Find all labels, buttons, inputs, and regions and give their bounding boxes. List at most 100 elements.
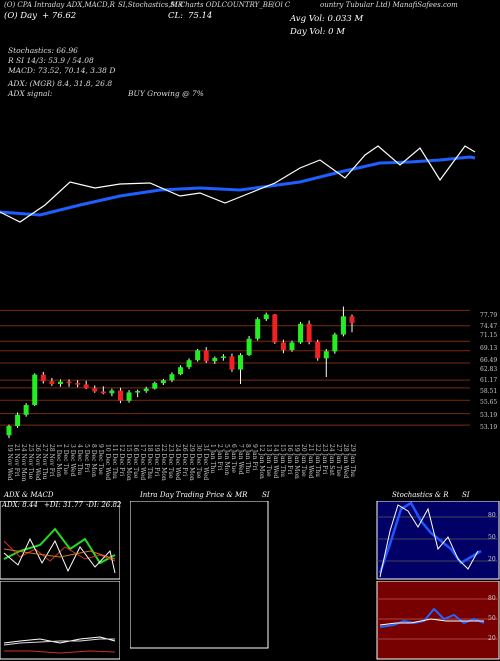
date-axis-label: 10 Dec Wed	[104, 444, 111, 481]
candle-body	[272, 314, 278, 343]
date-axis-label: 8 Dec Mon	[90, 444, 97, 477]
date-axis-label: 24 Jan Sat	[328, 444, 335, 476]
candle-body	[195, 350, 201, 361]
candle-body	[49, 381, 55, 384]
candle-body	[255, 319, 261, 339]
price-axis-label: 61.17	[480, 377, 498, 384]
date-axis-label: 7 Jan Wed	[237, 444, 244, 475]
date-axis-label: 24 Dec Wed	[174, 444, 181, 481]
candle-body	[109, 390, 115, 394]
candle-body	[15, 414, 21, 426]
candle-body	[143, 388, 149, 391]
price-gridlines	[0, 309, 470, 426]
candle-body	[6, 426, 12, 436]
macd-line	[3, 636, 116, 644]
date-axis-label: 26 Nov Wed	[34, 444, 41, 481]
candle-body	[75, 383, 81, 385]
candle-body	[229, 356, 235, 370]
candle-body	[349, 316, 355, 323]
date-axis-label: 16 Jan Fri	[286, 444, 293, 475]
header-title-3: SI Charts ODLCOUNTRY_BE	[170, 1, 274, 9]
candle-body	[152, 383, 158, 389]
date-axis-label: 21 Nov Fri	[13, 444, 20, 477]
candle-body	[40, 374, 46, 382]
date-axis-label: 19 Nov Wed	[6, 444, 13, 481]
candle-body	[117, 390, 123, 401]
candle-body	[83, 384, 89, 389]
candle-body	[289, 342, 295, 350]
candlesticks	[6, 306, 355, 439]
adx-panel-title: ADX & MACD	[4, 491, 54, 499]
candle-body	[66, 381, 72, 384]
price-axis-label: 62.83	[480, 366, 498, 373]
rsi-panel	[376, 581, 500, 660]
price-axis-label: 74.47	[480, 323, 498, 330]
candle-body	[169, 374, 175, 381]
candle-body	[135, 391, 141, 393]
adx-value: ADX: (MGR) 8.4, 31.8, 26.8	[8, 79, 113, 88]
date-axis-label: 28 Jan Wed	[342, 444, 349, 479]
adx-mdi-label: -DI: 26.82	[86, 501, 122, 509]
date-axis-label: 14 Jan Wed	[272, 444, 279, 479]
main-chart	[0, 145, 476, 439]
candle-body	[315, 342, 321, 359]
candle-body	[332, 334, 338, 352]
open-value: + 76.62	[42, 11, 77, 21]
price-line	[0, 145, 476, 223]
adx-pdi-label: +DI: 31.77	[44, 501, 83, 509]
date-axis-label: 26 Dec Fri	[181, 444, 188, 477]
date-axis-label: 12 Dec Fri	[118, 444, 125, 477]
intraday-panel	[130, 501, 269, 649]
adx-panel	[0, 501, 120, 580]
header-title-2: SI,Stochastics,MR	[118, 1, 184, 9]
date-axis-label: 27 Nov Thu	[41, 444, 48, 480]
rsi-signal-line	[379, 618, 484, 626]
close-label: CL:	[168, 11, 184, 21]
adx-orange-line	[3, 548, 116, 560]
intraday-panel-title-si: SI	[262, 491, 270, 499]
intraday-panel-title: Intra Day Trading Price & MR	[140, 491, 248, 499]
date-axis-label: 1 Jan Thu	[209, 444, 216, 474]
date-axis-label: 17 Dec Wed	[139, 444, 146, 481]
price-axis-label: 77.79	[480, 312, 498, 319]
candle-body	[178, 367, 183, 375]
adx-value-label: ADX: 8.44	[2, 501, 38, 509]
date-axis-label: 4 Dec Thu	[76, 444, 83, 476]
adx-pdi-line	[3, 527, 116, 565]
date-axis-label: 15 Jan Thu	[279, 444, 286, 478]
date-axis-label: 15 Dec Mon	[125, 444, 132, 481]
stochastic-d-line	[379, 504, 479, 578]
candle-body	[100, 391, 106, 394]
day-volume: Day Vol: 0 M	[290, 27, 345, 37]
candle-body	[186, 360, 192, 368]
price-axis-label: 66.49	[480, 357, 498, 364]
header-title-4: (Ol C	[272, 1, 291, 9]
macd-histogram-line	[4, 650, 116, 654]
candle-body	[238, 355, 244, 370]
date-axis-label: 23 Jan Fri	[321, 444, 328, 475]
date-axis-label: 5 Jan Mon	[223, 444, 230, 476]
date-axis-label: 28 Nov Fri	[48, 444, 55, 477]
candle-body	[220, 356, 226, 358]
date-axis-label: 1 Dec Mon	[55, 444, 62, 477]
stoch-axis-20: 20	[488, 556, 496, 563]
candle-body	[263, 314, 269, 320]
stochastic-k-line	[378, 501, 482, 574]
moving-average-line	[0, 155, 476, 217]
date-axis-label: 9 Dec Tue	[97, 444, 104, 475]
candle-body	[306, 323, 312, 342]
date-axis-label: 9 Jan Fri	[251, 444, 258, 471]
candle-body	[280, 342, 286, 350]
rsi-axis-50: 50	[488, 615, 496, 622]
date-axis-label: 5 Dec Fri	[83, 444, 90, 473]
macd-signal-line	[3, 638, 115, 646]
date-axis-label: 25 Nov Tue	[27, 444, 34, 480]
date-axis-label: 29 Dec Mon	[188, 444, 195, 481]
date-axis-label: 19 Dec Fri	[153, 444, 160, 477]
date-axis-label: 27 Jan Tue	[335, 444, 342, 477]
date-axis-label: 3 Dec Wed	[69, 444, 76, 477]
rsi-value: R SI 14/3: 53.9 / 54.08	[8, 56, 94, 65]
header-title-5: ountry Tubular Ltd) ManafiSafees.com	[320, 1, 458, 9]
rsi-line	[379, 607, 485, 628]
date-axis-label: 13 Jan Tue	[265, 444, 272, 477]
